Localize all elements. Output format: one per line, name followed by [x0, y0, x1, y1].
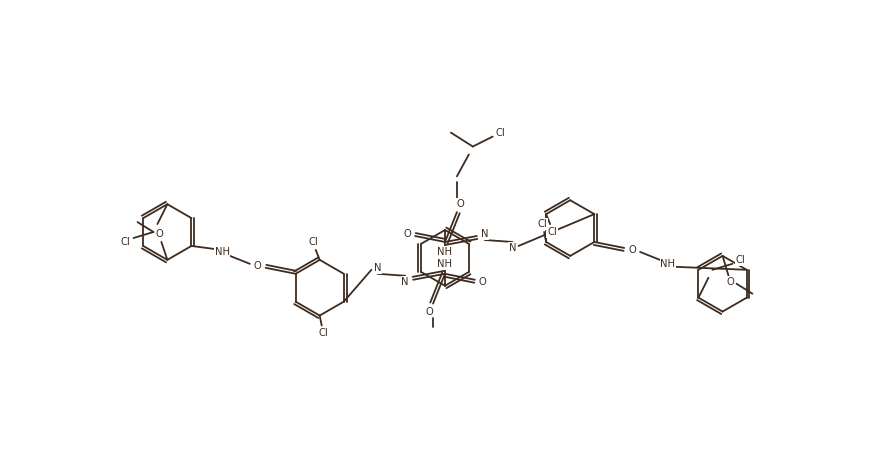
Text: Cl: Cl	[319, 328, 328, 338]
Text: O: O	[479, 277, 486, 287]
Text: N: N	[480, 229, 488, 239]
Text: O: O	[155, 229, 163, 239]
Text: NH: NH	[659, 259, 674, 269]
Text: Cl: Cl	[308, 237, 318, 247]
Text: O: O	[726, 277, 734, 287]
Text: O: O	[425, 307, 433, 317]
Text: O: O	[403, 229, 411, 239]
Text: Cl: Cl	[735, 255, 745, 265]
Text: Cl: Cl	[547, 227, 557, 237]
Text: O: O	[628, 245, 636, 255]
Text: Cl: Cl	[120, 237, 130, 247]
Text: NH: NH	[214, 247, 229, 257]
Text: N: N	[373, 263, 381, 273]
Text: NH: NH	[437, 247, 452, 257]
Text: Cl: Cl	[495, 128, 505, 138]
Text: O: O	[254, 261, 262, 271]
Text: NH: NH	[437, 259, 452, 269]
Text: N: N	[401, 277, 408, 287]
Text: O: O	[457, 199, 464, 209]
Text: Cl: Cl	[536, 219, 546, 229]
Text: N: N	[508, 243, 515, 253]
